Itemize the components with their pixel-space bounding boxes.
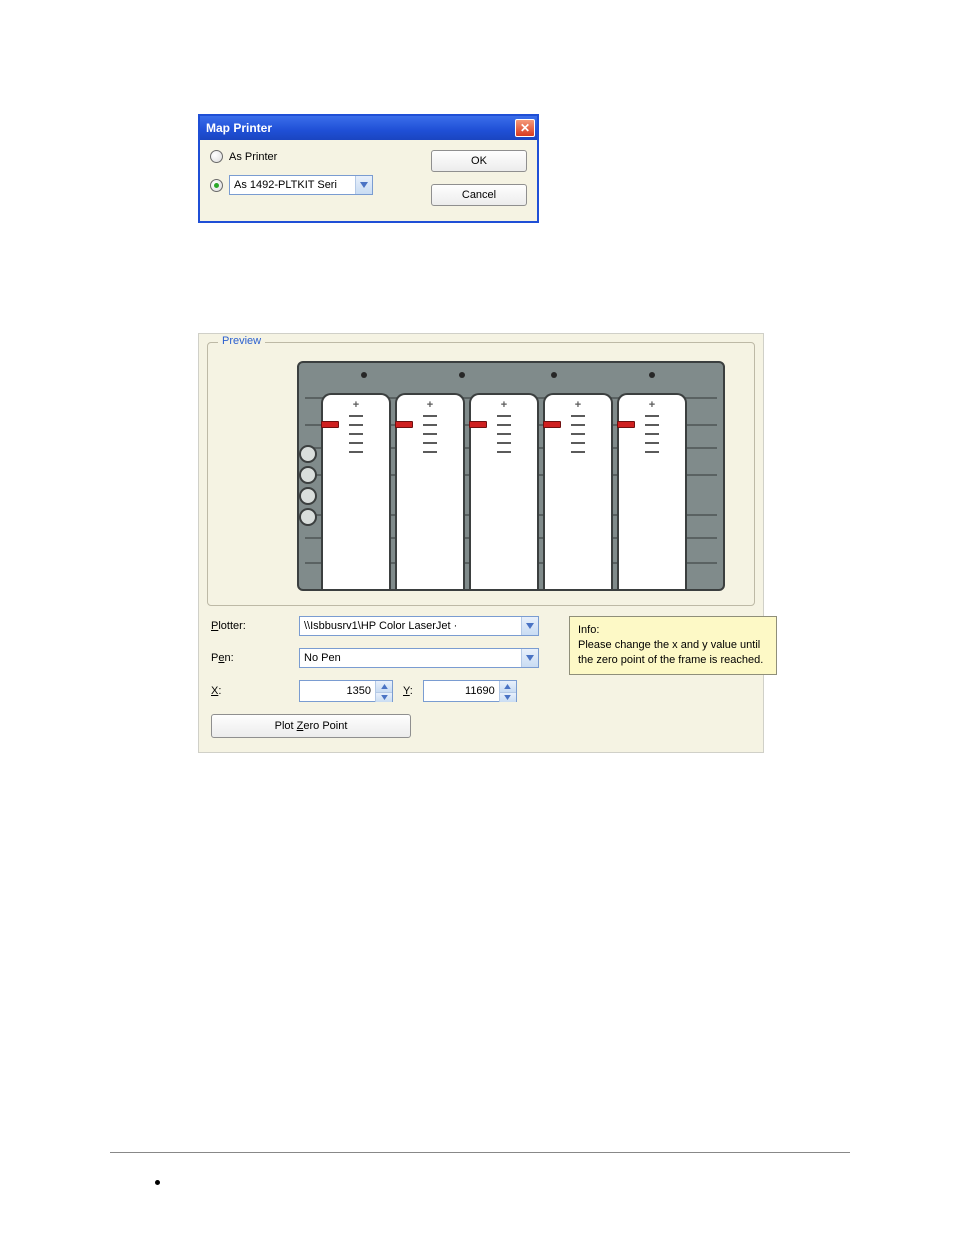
plus-icon: + bbox=[501, 399, 507, 411]
frame-slot: + bbox=[543, 393, 613, 589]
slot-marks bbox=[497, 415, 511, 460]
x-label: X: bbox=[211, 685, 289, 697]
preview-group-title: Preview bbox=[218, 335, 265, 347]
plotter-dropdown-value: \\Isbbusrv1\HP Color LaserJet · bbox=[300, 620, 521, 632]
pen-dropdown-value: No Pen bbox=[300, 652, 521, 664]
close-button[interactable]: ✕ bbox=[515, 119, 535, 137]
red-tab bbox=[321, 421, 339, 428]
plot-zero-point-label: Plot Zero Point bbox=[275, 720, 348, 732]
frame-circle bbox=[299, 445, 317, 463]
plotter-label: Plotter: bbox=[211, 620, 289, 632]
red-tab bbox=[543, 421, 561, 428]
dialog-body: As Printer As 1492-PLTKIT Seri OK Cancel bbox=[200, 140, 537, 221]
frame-dot bbox=[649, 372, 655, 378]
plus-icon: + bbox=[649, 399, 655, 411]
frame-slot: + bbox=[617, 393, 687, 589]
close-icon: ✕ bbox=[520, 122, 530, 134]
dialog-title: Map Printer bbox=[206, 121, 515, 135]
pen-label: Pen: bbox=[211, 652, 289, 664]
info-box: Info: Please change the x and y value un… bbox=[569, 616, 777, 675]
frame-circle bbox=[299, 487, 317, 505]
slot-marks bbox=[349, 415, 363, 460]
frame-dot bbox=[459, 372, 465, 378]
radio-column: As Printer As 1492-PLTKIT Seri bbox=[210, 150, 421, 207]
red-tab bbox=[395, 421, 413, 428]
info-body: Please change the x and y value until th… bbox=[578, 638, 768, 668]
slot-marks bbox=[571, 415, 585, 460]
cancel-button[interactable]: Cancel bbox=[431, 184, 527, 206]
map-printer-dialog: Map Printer ✕ As Printer As 1492-PLTKIT … bbox=[198, 114, 539, 223]
plus-icon: + bbox=[427, 399, 433, 411]
frame-slot: + bbox=[395, 393, 465, 589]
chevron-down-icon[interactable] bbox=[500, 692, 516, 702]
as-kit-row[interactable]: As 1492-PLTKIT Seri bbox=[210, 175, 421, 195]
chevron-up-icon[interactable] bbox=[376, 681, 392, 692]
frame-circle bbox=[299, 466, 317, 484]
as-printer-label: As Printer bbox=[229, 151, 277, 163]
xy-row: Y: bbox=[299, 680, 559, 702]
chevron-down-icon[interactable] bbox=[521, 617, 538, 635]
chevron-down-icon[interactable] bbox=[376, 692, 392, 702]
slot-marks bbox=[645, 415, 659, 460]
frame-left-circles bbox=[299, 445, 317, 526]
bullet-icon bbox=[155, 1180, 160, 1185]
preview-plotter-panel: Preview bbox=[198, 333, 764, 753]
as-kit-radio[interactable] bbox=[210, 179, 223, 192]
x-spinner[interactable] bbox=[299, 680, 393, 702]
red-tab bbox=[617, 421, 635, 428]
y-input[interactable] bbox=[424, 684, 499, 698]
chevron-down-icon[interactable] bbox=[355, 176, 372, 194]
dialog-buttons: OK Cancel bbox=[431, 150, 527, 207]
frame-dot bbox=[551, 372, 557, 378]
frame-circle bbox=[299, 508, 317, 526]
frame-slots: + + + bbox=[321, 393, 717, 589]
plot-zero-point-button[interactable]: Plot Zero Point bbox=[211, 714, 411, 738]
red-tab bbox=[469, 421, 487, 428]
y-spin-buttons[interactable] bbox=[499, 681, 516, 702]
frame-slot: + bbox=[469, 393, 539, 589]
horizontal-rule bbox=[110, 1152, 850, 1153]
preview-groupbox: Preview bbox=[207, 342, 755, 606]
x-spin-buttons[interactable] bbox=[375, 681, 392, 702]
chevron-up-icon[interactable] bbox=[500, 681, 516, 692]
x-input[interactable] bbox=[300, 684, 375, 698]
frame-dot bbox=[361, 372, 367, 378]
y-spinner[interactable] bbox=[423, 680, 517, 702]
info-title: Info: bbox=[578, 623, 768, 638]
cancel-button-label: Cancel bbox=[462, 189, 496, 201]
slot-marks bbox=[423, 415, 437, 460]
preview-canvas: + + + bbox=[237, 361, 725, 591]
as-kit-dropdown-value: As 1492-PLTKIT Seri bbox=[230, 179, 355, 191]
plus-icon: + bbox=[575, 399, 581, 411]
plotter-controls: Plotter: \\Isbbusrv1\HP Color LaserJet ·… bbox=[199, 610, 763, 752]
frame-slot: + bbox=[321, 393, 391, 589]
titlebar: Map Printer ✕ bbox=[200, 116, 537, 140]
as-printer-row[interactable]: As Printer bbox=[210, 150, 421, 163]
ok-button-label: OK bbox=[471, 155, 487, 167]
pen-dropdown[interactable]: No Pen bbox=[299, 648, 539, 668]
ok-button[interactable]: OK bbox=[431, 150, 527, 172]
plotter-dropdown[interactable]: \\Isbbusrv1\HP Color LaserJet · bbox=[299, 616, 539, 636]
chevron-down-icon[interactable] bbox=[521, 649, 538, 667]
y-label: Y: bbox=[403, 685, 413, 697]
as-kit-dropdown[interactable]: As 1492-PLTKIT Seri bbox=[229, 175, 373, 195]
as-printer-radio[interactable] bbox=[210, 150, 223, 163]
plus-icon: + bbox=[353, 399, 359, 411]
